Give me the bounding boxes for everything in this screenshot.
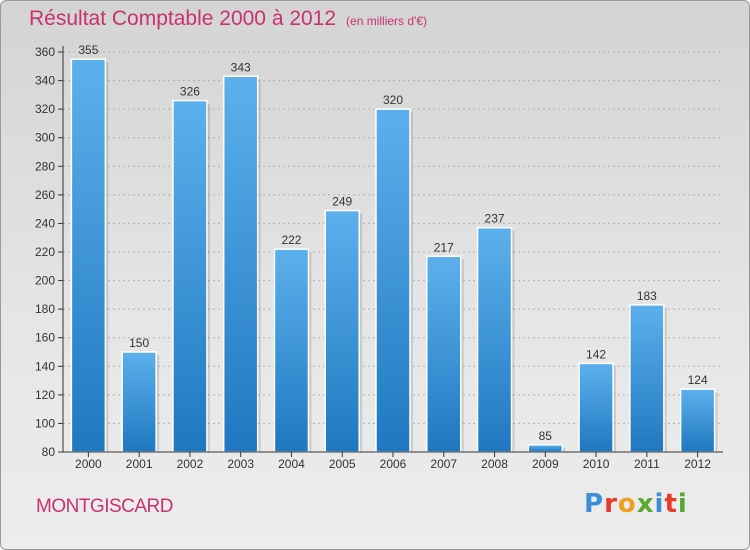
proxiti-logo: Proxiti bbox=[584, 489, 688, 519]
bar-2008 bbox=[476, 226, 513, 453]
bar-2010 bbox=[578, 362, 614, 453]
x-tick-label: 2008 bbox=[481, 457, 508, 471]
x-tick-label: 2012 bbox=[684, 457, 711, 471]
y-tick-label: 240 bbox=[35, 216, 55, 230]
bar-2006 bbox=[375, 108, 411, 453]
x-tick-label: 2006 bbox=[380, 457, 407, 471]
bar-value-label: 150 bbox=[129, 336, 149, 350]
x-tick-label: 2002 bbox=[177, 457, 204, 471]
logo-letter: t bbox=[664, 489, 678, 519]
chart-unit-label: (en milliers d'€) bbox=[346, 14, 428, 28]
x-tick-label: 2003 bbox=[227, 457, 254, 471]
bar-2011 bbox=[629, 304, 665, 453]
y-tick-label: 160 bbox=[35, 331, 55, 345]
chart-title: Résultat Comptable 2000 à 2012 (en millie… bbox=[29, 7, 427, 31]
bar-value-label: 355 bbox=[78, 43, 98, 57]
y-tick-label: 140 bbox=[35, 359, 55, 373]
bar-2001 bbox=[121, 351, 157, 453]
x-tick-label: 2005 bbox=[329, 457, 356, 471]
bar-2000 bbox=[70, 58, 107, 453]
logo-letter: x bbox=[636, 489, 655, 519]
x-tick-label: 2000 bbox=[75, 457, 102, 471]
bar-2002 bbox=[172, 99, 208, 453]
y-tick-label: 220 bbox=[35, 245, 55, 259]
logo-letter: r bbox=[604, 489, 618, 519]
bar-value-label: 183 bbox=[637, 289, 657, 303]
bar-2004 bbox=[273, 248, 310, 453]
logo-letter: i bbox=[677, 489, 688, 519]
bar-value-label: 326 bbox=[180, 85, 200, 99]
bar-2003 bbox=[222, 75, 259, 453]
y-tick-label: 340 bbox=[35, 74, 55, 88]
y-tick-label: 300 bbox=[35, 131, 55, 145]
bar-2007 bbox=[426, 255, 462, 453]
bar-2009 bbox=[527, 444, 564, 453]
y-tick-label: 80 bbox=[42, 445, 56, 459]
y-tick-label: 360 bbox=[35, 45, 55, 59]
y-tick-label: 200 bbox=[35, 274, 55, 288]
x-tick-label: 2004 bbox=[278, 457, 305, 471]
logo-letter: o bbox=[617, 489, 637, 519]
bar-value-label: 142 bbox=[586, 347, 606, 361]
chart-title-text: Résultat Comptable 2000 à 2012 bbox=[29, 7, 337, 30]
x-tick-label: 2007 bbox=[430, 457, 457, 471]
logo-letter: i bbox=[654, 489, 665, 519]
town-name: MONTGISCARD bbox=[36, 496, 174, 517]
bar-value-label: 343 bbox=[231, 60, 251, 74]
bar-value-label: 237 bbox=[485, 212, 505, 226]
logo-letter: P bbox=[584, 489, 605, 519]
bar-2012 bbox=[679, 388, 716, 453]
x-tick-label: 2011 bbox=[634, 457, 660, 471]
y-tick-label: 120 bbox=[35, 388, 55, 402]
bar-value-label: 124 bbox=[688, 373, 708, 387]
y-tick-label: 320 bbox=[35, 102, 55, 116]
axis-layer: 80 100 120 140 160 180 200 220 240 260 280 300 320 34… bbox=[35, 45, 723, 471]
bar-value-label: 249 bbox=[332, 195, 352, 209]
x-tick-label: 2010 bbox=[583, 457, 610, 471]
bar-layer: 355 150 326 343 222 249 320 217 237 85 142 183 124 bbox=[70, 43, 718, 453]
bar-value-label: 222 bbox=[281, 233, 301, 247]
y-tick-label: 260 bbox=[35, 188, 55, 202]
bar-2005 bbox=[324, 209, 360, 453]
x-tick-label: 2001 bbox=[126, 457, 153, 471]
y-tick-label: 180 bbox=[35, 302, 55, 316]
y-tick-label: 280 bbox=[35, 159, 55, 173]
x-tick-label: 2009 bbox=[532, 457, 559, 471]
y-tick-label: 100 bbox=[35, 416, 55, 430]
bar-value-label: 217 bbox=[434, 240, 454, 254]
bar-value-label: 320 bbox=[383, 93, 403, 107]
bar-value-label: 85 bbox=[539, 429, 553, 443]
